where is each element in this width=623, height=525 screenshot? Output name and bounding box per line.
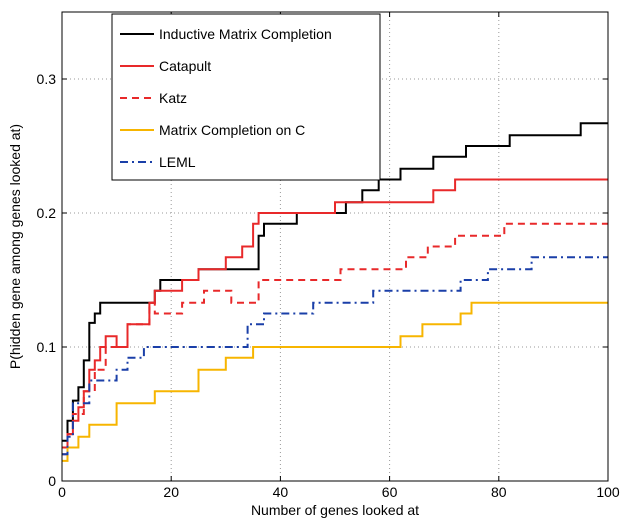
x-axis-label: Number of genes looked at — [251, 502, 419, 518]
x-tick-label: 20 — [163, 484, 179, 500]
legend-label-katz: Katz — [159, 90, 187, 106]
legend-label-catapult: Catapult — [159, 58, 211, 74]
y-tick-label: 0.3 — [37, 71, 57, 87]
x-tick-label: 100 — [596, 484, 620, 500]
axes-ticks: 0 20 40 60 80 100 0 0.1 0.2 0.3 — [37, 12, 620, 500]
y-tick-label: 0 — [48, 473, 56, 489]
y-axis-label: P(hidden gene among genes looked at) — [7, 124, 23, 369]
series-line-matrix-completion-on-c — [62, 301, 608, 462]
x-tick-label: 80 — [491, 484, 507, 500]
legend-label-leml: LEML — [159, 154, 196, 170]
plot-series — [62, 122, 608, 462]
legend-box — [111, 13, 381, 181]
legend-label-matrix-completion-on-c: Matrix Completion on C — [159, 122, 305, 138]
y-tick-label: 0.2 — [37, 205, 57, 221]
x-tick-label: 0 — [58, 484, 66, 500]
legend-label-inductive-matrix-completion: Inductive Matrix Completion — [159, 26, 332, 42]
x-tick-label: 40 — [273, 484, 289, 500]
plot-frame — [61, 11, 609, 482]
series-line-inductive-matrix-completion — [62, 122, 608, 442]
legend: Inductive Matrix Completion Catapult Katz M… — [111, 13, 381, 181]
y-tick-label: 0.1 — [37, 339, 57, 355]
x-tick-label: 60 — [382, 484, 398, 500]
